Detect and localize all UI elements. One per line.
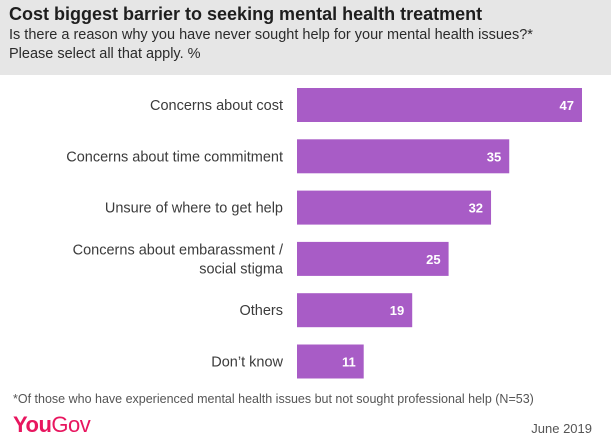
bar-0 xyxy=(297,88,582,122)
subtitle-line-1: Is there a reason why you have never sou… xyxy=(9,27,533,43)
category-label-0: Concerns about cost xyxy=(150,98,283,114)
value-label-1: 35 xyxy=(487,149,501,164)
category-label-4: Others xyxy=(239,303,283,319)
value-label-0: 47 xyxy=(560,98,574,113)
date-label: June 2019 xyxy=(531,421,592,436)
bar-4 xyxy=(297,293,413,328)
yougov-logo: YouGov xyxy=(13,412,91,438)
footnote: *Of those who have experienced mental he… xyxy=(13,392,534,406)
bar-1 xyxy=(297,139,510,174)
bar-chart: 47 Concerns about cost 35 Concerns about ti… xyxy=(66,88,582,379)
chart-title: Cost biggest barrier to seeking mental h… xyxy=(9,4,483,24)
category-label-1: Concerns about time commitment xyxy=(66,149,283,165)
logo-gov: Gov xyxy=(51,412,91,437)
bar-5 xyxy=(297,344,364,379)
category-label-5: Don’t know xyxy=(211,355,283,371)
value-label-4: 19 xyxy=(390,303,404,318)
chart-subtitle: Is there a reason why you have never sou… xyxy=(9,26,609,64)
value-label-3: 25 xyxy=(426,252,440,267)
value-label-5: 11 xyxy=(342,355,356,370)
bar-3 xyxy=(297,241,449,276)
category-label-2: Unsure of where to get help xyxy=(105,201,283,217)
category-label-3: Concerns about embarassment / social stig… xyxy=(73,242,284,277)
value-label-2: 32 xyxy=(469,201,483,216)
subtitle-line-2: Please select all that apply. % xyxy=(9,46,201,62)
bar-2 xyxy=(297,190,492,225)
header-band: Cost biggest barrier to seeking mental h… xyxy=(0,0,611,75)
logo-you: You xyxy=(13,412,52,437)
